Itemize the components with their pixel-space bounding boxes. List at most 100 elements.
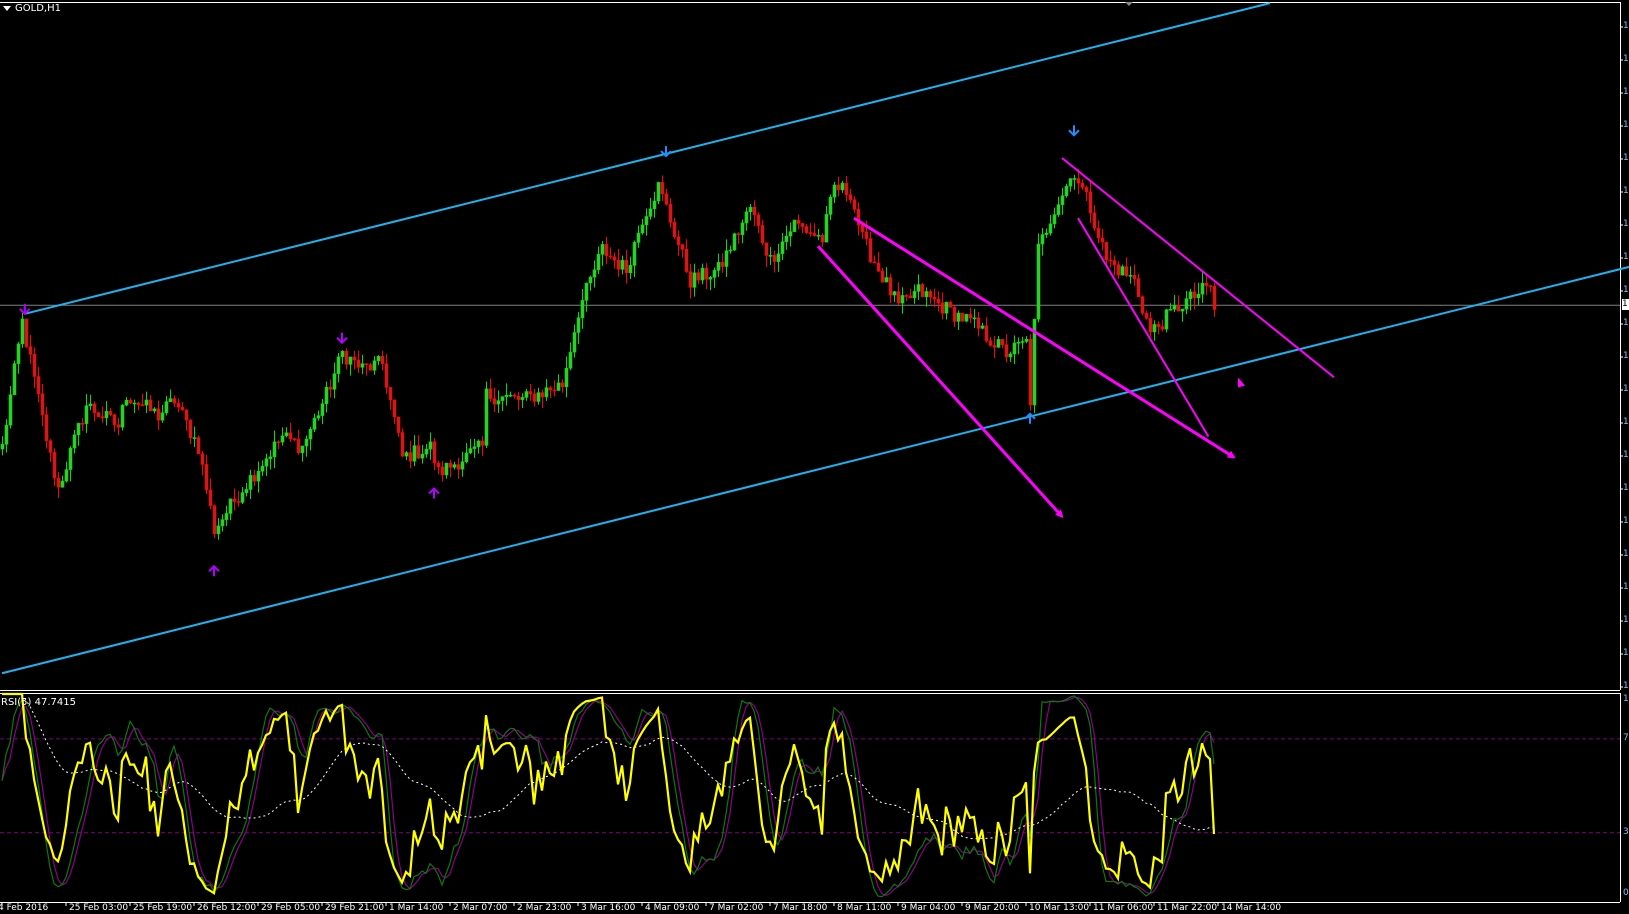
candle-bull <box>632 242 637 266</box>
price-tick-label: 1 <box>1623 54 1629 64</box>
candle-bear <box>1084 187 1089 193</box>
candle-bear <box>204 464 209 491</box>
price-tick-label: 1 <box>1623 450 1629 460</box>
candle-bull <box>1068 178 1073 187</box>
time-tick-label: 2 Mar 07:00 <box>453 903 508 913</box>
candle-bull <box>588 276 593 284</box>
price-tick-label: 1 <box>1623 681 1629 691</box>
candle-bull <box>640 224 645 234</box>
candle-bear <box>1100 237 1105 243</box>
candle-bull <box>496 400 501 405</box>
candle-bull <box>1172 305 1177 310</box>
fractal-arrows <box>19 125 1080 577</box>
arrow-down-icon <box>336 332 348 345</box>
candle-bear <box>1080 182 1085 188</box>
candle-bear <box>660 182 665 195</box>
pattern-line[interactable] <box>853 216 1236 459</box>
candle-bull <box>84 405 89 424</box>
candle-bear <box>1004 344 1009 358</box>
time-tick-label: 14 Mar 14:00 <box>1221 903 1282 913</box>
dropdown-triangle-icon[interactable] <box>3 5 11 11</box>
candle-bear <box>896 291 901 304</box>
candle-bull <box>652 200 657 210</box>
candle-bear <box>836 184 841 191</box>
candle-bull <box>1064 185 1069 197</box>
price-tick-label: 1 <box>1623 549 1629 559</box>
candle-bull <box>724 250 729 267</box>
candle-bear <box>760 225 765 244</box>
arrow-head <box>1024 412 1036 420</box>
symbol-timeframe: GOLD,H1 <box>15 3 61 14</box>
candle-bull <box>956 312 961 322</box>
candle-bear <box>764 242 769 256</box>
candle-bear <box>864 231 869 239</box>
candle-bear <box>400 432 405 457</box>
candle-bull <box>300 445 305 454</box>
pattern-line[interactable] <box>1061 157 1335 379</box>
price-tick-label: 1 <box>1623 219 1629 229</box>
candle-bull <box>348 356 353 365</box>
candle-bear <box>32 353 37 377</box>
candle-bull <box>372 360 377 371</box>
candle-bull <box>1164 309 1169 330</box>
arrow-head <box>19 308 31 316</box>
candle-bull <box>168 398 173 402</box>
candle-bear <box>44 414 49 441</box>
candle-bull <box>248 475 253 490</box>
time-tick-label: 1 Mar 14:00 <box>389 903 444 913</box>
trendlines[interactable] <box>1 2 1629 675</box>
candle-bull <box>224 513 229 520</box>
candle-bull <box>1008 353 1013 358</box>
shift-marker-icon[interactable] <box>1125 2 1133 6</box>
candle-bull <box>780 241 785 255</box>
candle-bear <box>156 408 161 421</box>
time-tick-label: 11 Mar 22:00 <box>1157 903 1218 913</box>
candle-bear <box>1156 324 1161 327</box>
candle-bull <box>404 452 409 457</box>
pattern-line[interactable] <box>1077 217 1210 437</box>
candle-bull <box>428 441 433 450</box>
candle-bull <box>732 233 737 251</box>
pattern-line[interactable] <box>816 245 1064 518</box>
candle-bear <box>208 489 213 507</box>
candle-bear <box>804 226 809 233</box>
price-tick-label: 1 <box>1623 615 1629 625</box>
time-tick-label: 4 Feb 2016 <box>0 903 49 913</box>
candle-bull <box>8 394 13 426</box>
rsi-panel <box>1 692 1216 898</box>
candle-bull <box>264 458 269 467</box>
channel-upper-line[interactable] <box>24 2 1271 315</box>
time-tick-label: 29 Feb 21:00 <box>325 903 385 913</box>
candle-bull <box>792 219 797 232</box>
candle-bear <box>548 387 553 391</box>
candle-bear <box>672 221 677 237</box>
time-tick-label: 9 Mar 20:00 <box>965 903 1020 913</box>
candle-bull <box>88 403 93 407</box>
candle-bull <box>1128 275 1133 277</box>
candle-bear <box>552 389 557 392</box>
candle-bear <box>436 462 441 468</box>
candle-bear <box>1112 260 1117 265</box>
time-tick-label: 8 Mar 11:00 <box>837 903 892 913</box>
candle-bear <box>888 277 893 296</box>
arrow-up-icon <box>208 564 220 577</box>
arrow-down-icon <box>1068 125 1080 137</box>
candle-bear <box>1108 259 1113 262</box>
candle-bull <box>72 434 77 449</box>
candle-bull <box>636 232 641 243</box>
candle-bear <box>432 441 437 464</box>
candle-bull <box>712 270 717 278</box>
candle-bear <box>992 345 997 348</box>
candle-bear <box>276 441 281 444</box>
candle-bull <box>320 403 325 416</box>
channel-lower-line[interactable] <box>1 265 1629 675</box>
candle-bear <box>48 440 53 453</box>
candle-bull <box>1180 308 1185 312</box>
candle-bull <box>220 519 225 527</box>
candle-bull <box>60 480 65 488</box>
candle-bear <box>92 403 97 413</box>
candle-bull <box>576 317 581 333</box>
price-tick-label: 1 <box>1623 351 1629 361</box>
